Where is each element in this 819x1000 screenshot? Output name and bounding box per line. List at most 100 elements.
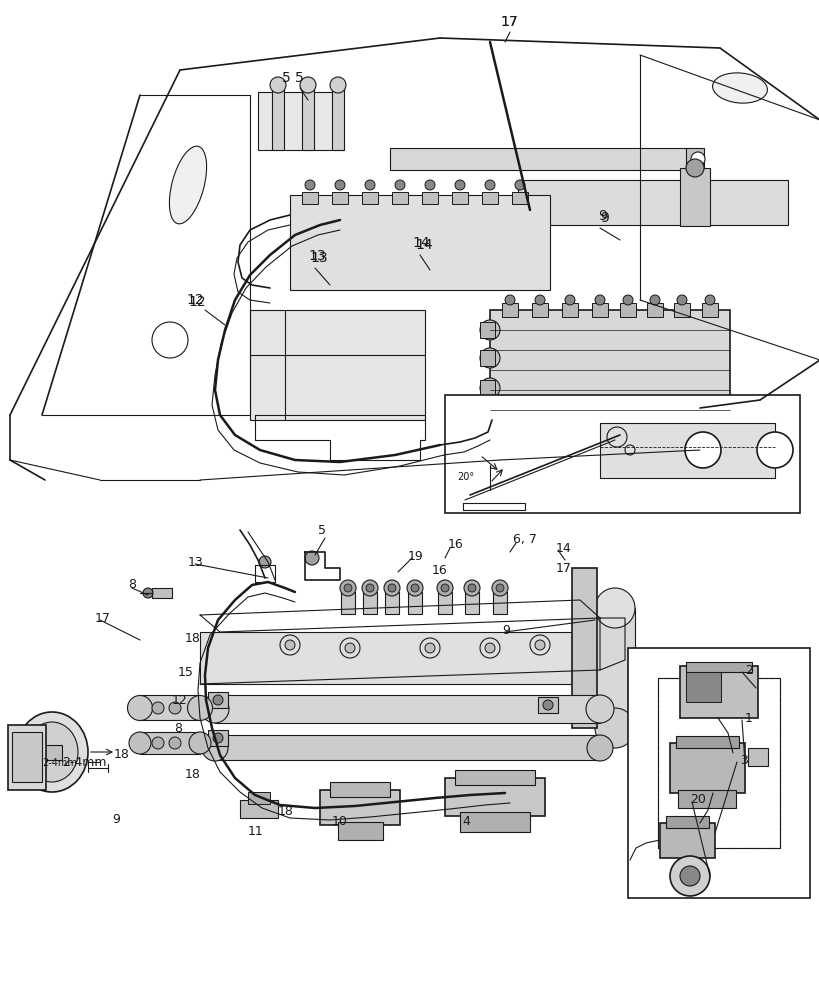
Bar	[479, 410, 495, 426]
Bar	[677, 790, 735, 808]
Bar	[290, 195, 550, 290]
Circle shape	[542, 700, 552, 710]
Bar	[437, 592, 451, 614]
Bar	[659, 823, 714, 858]
Text: 14: 14	[411, 236, 429, 250]
Circle shape	[505, 448, 529, 472]
Circle shape	[505, 295, 514, 305]
Ellipse shape	[201, 735, 228, 761]
Text: 16: 16	[432, 564, 447, 576]
Bar	[250, 310, 424, 420]
Circle shape	[329, 77, 346, 93]
Circle shape	[514, 180, 524, 190]
Circle shape	[437, 580, 452, 596]
Circle shape	[387, 584, 396, 592]
Circle shape	[684, 432, 720, 468]
Text: 9: 9	[600, 211, 609, 225]
Circle shape	[484, 180, 495, 190]
Circle shape	[595, 588, 634, 628]
Circle shape	[534, 295, 545, 305]
Bar	[490, 310, 729, 460]
Bar	[363, 592, 377, 614]
Text: 18: 18	[114, 748, 129, 762]
Bar	[657, 678, 779, 848]
Bar	[673, 303, 689, 317]
Bar	[518, 180, 787, 225]
Ellipse shape	[129, 732, 151, 754]
Text: 12: 12	[172, 694, 188, 706]
Ellipse shape	[26, 722, 78, 782]
Bar	[591, 303, 607, 317]
Bar	[600, 423, 774, 478]
Ellipse shape	[170, 146, 206, 224]
Text: 13: 13	[308, 249, 325, 263]
Text: 10: 10	[332, 815, 347, 828]
Text: 20: 20	[689, 793, 705, 806]
Bar	[686, 148, 704, 170]
Bar	[247, 792, 269, 804]
Bar	[337, 822, 382, 840]
Circle shape	[406, 580, 423, 596]
Circle shape	[364, 180, 374, 190]
Text: 11: 11	[247, 825, 264, 838]
Ellipse shape	[188, 732, 210, 754]
Bar	[646, 303, 663, 317]
Ellipse shape	[586, 695, 613, 723]
Text: 9: 9	[597, 209, 606, 223]
Text: 2: 2	[744, 664, 752, 676]
Circle shape	[495, 584, 504, 592]
Circle shape	[468, 584, 475, 592]
Bar	[208, 730, 228, 746]
Text: 5: 5	[318, 524, 326, 536]
Bar	[492, 592, 506, 614]
Circle shape	[484, 643, 495, 653]
Ellipse shape	[586, 735, 613, 761]
Text: 2-4mm: 2-4mm	[62, 756, 106, 768]
Text: 18: 18	[185, 768, 201, 781]
Bar	[332, 192, 347, 204]
Circle shape	[622, 295, 632, 305]
Circle shape	[595, 295, 604, 305]
Circle shape	[395, 180, 405, 190]
Bar	[8, 725, 46, 790]
Bar	[240, 800, 278, 818]
Text: 20°: 20°	[456, 472, 473, 482]
Circle shape	[669, 856, 709, 896]
Circle shape	[152, 737, 164, 749]
Bar	[385, 592, 399, 614]
Circle shape	[335, 180, 345, 190]
Bar	[479, 350, 495, 366]
Circle shape	[213, 733, 223, 743]
Circle shape	[305, 551, 319, 565]
Bar	[686, 672, 720, 702]
Text: 5: 5	[282, 71, 291, 85]
Bar	[675, 736, 738, 748]
Circle shape	[595, 708, 634, 748]
Text: 8: 8	[128, 578, 136, 591]
Circle shape	[536, 448, 559, 472]
Ellipse shape	[712, 73, 767, 103]
Circle shape	[534, 640, 545, 650]
Bar	[200, 632, 600, 684]
Bar	[561, 303, 577, 317]
Circle shape	[143, 588, 153, 598]
Text: 18: 18	[185, 632, 201, 645]
Bar	[537, 697, 557, 713]
Bar	[464, 592, 478, 614]
Text: 14: 14	[555, 542, 571, 554]
Bar	[341, 592, 355, 614]
Bar	[657, 678, 779, 848]
Bar	[701, 303, 717, 317]
Bar	[301, 192, 318, 204]
Bar	[595, 608, 634, 728]
Bar	[619, 303, 636, 317]
Bar	[572, 568, 596, 728]
Circle shape	[686, 159, 704, 177]
Ellipse shape	[188, 696, 212, 720]
Bar	[42, 745, 62, 760]
Bar	[511, 192, 527, 204]
Text: 12: 12	[188, 295, 206, 309]
Circle shape	[424, 643, 434, 653]
Ellipse shape	[201, 695, 229, 723]
Bar	[391, 192, 408, 204]
